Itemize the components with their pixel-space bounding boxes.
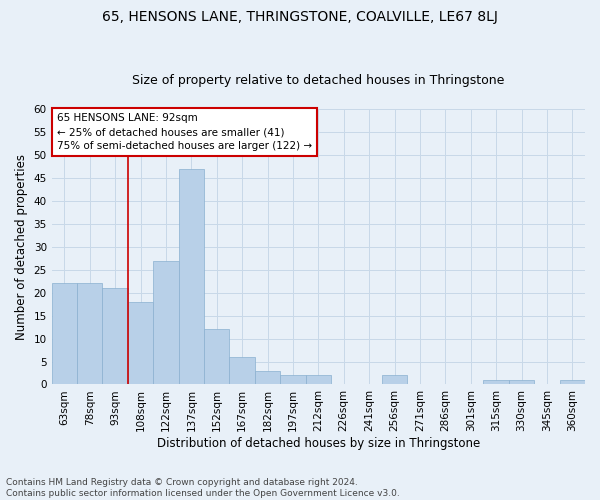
Bar: [103, 288, 128, 384]
Bar: [77, 284, 103, 384]
Bar: [382, 376, 407, 384]
Bar: [52, 284, 77, 384]
Text: 65, HENSONS LANE, THRINGSTONE, COALVILLE, LE67 8LJ: 65, HENSONS LANE, THRINGSTONE, COALVILLE…: [102, 10, 498, 24]
Bar: [560, 380, 585, 384]
Bar: [128, 302, 153, 384]
Bar: [280, 376, 305, 384]
Bar: [153, 260, 179, 384]
Bar: [204, 330, 229, 384]
X-axis label: Distribution of detached houses by size in Thringstone: Distribution of detached houses by size …: [157, 437, 480, 450]
Y-axis label: Number of detached properties: Number of detached properties: [15, 154, 28, 340]
Bar: [305, 376, 331, 384]
Bar: [484, 380, 509, 384]
Bar: [509, 380, 534, 384]
Bar: [255, 370, 280, 384]
Title: Size of property relative to detached houses in Thringstone: Size of property relative to detached ho…: [132, 74, 505, 87]
Bar: [229, 357, 255, 384]
Text: 65 HENSONS LANE: 92sqm
← 25% of detached houses are smaller (41)
75% of semi-det: 65 HENSONS LANE: 92sqm ← 25% of detached…: [57, 113, 312, 151]
Text: Contains HM Land Registry data © Crown copyright and database right 2024.
Contai: Contains HM Land Registry data © Crown c…: [6, 478, 400, 498]
Bar: [179, 168, 204, 384]
